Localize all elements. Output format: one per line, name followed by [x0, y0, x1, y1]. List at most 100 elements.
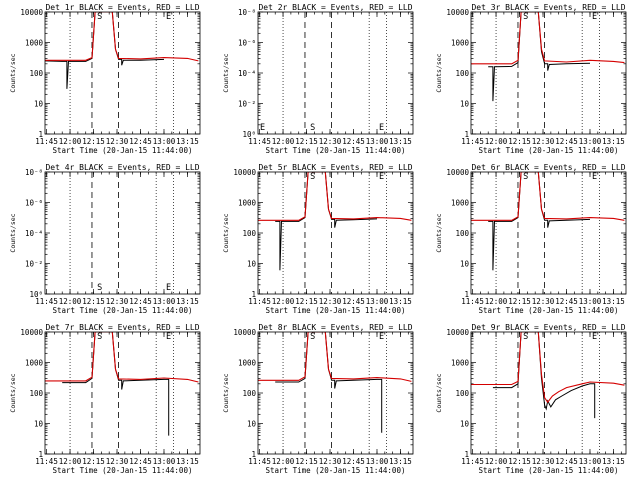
lld-series-line — [471, 332, 625, 404]
plot-frame — [470, 11, 627, 135]
y-tick-label: 1 — [251, 450, 256, 459]
detector-panel-6: Det 6r BLACK = Events, RED = LLD 1 10 100 10… — [435, 163, 627, 315]
x-tick-label: 12:45 — [555, 137, 578, 146]
detector-panel-7: Det 7r BLACK = Events, RED = LLD 1 10 100 10… — [9, 323, 201, 475]
x-tick-label: 12:00 — [485, 137, 508, 146]
plot-frame — [44, 11, 201, 135]
y-tick-label: 1 — [38, 450, 43, 459]
y-tick-label: 1000 — [25, 359, 44, 368]
panel-title: Det 9r BLACK = Events, RED = LLD — [471, 323, 625, 332]
events-series-line — [62, 332, 170, 436]
y-tick-label: 100 — [242, 389, 256, 398]
marker-e-label: E — [166, 332, 171, 342]
x-tick-label: 13:15 — [176, 137, 199, 146]
x-tick-label: 12:00 — [59, 457, 82, 466]
detector-panel-9: Det 9r BLACK = Events, RED = LLD 1 10 100 10… — [435, 323, 627, 475]
x-tick-label: 11:45 — [248, 297, 271, 306]
x-tick-label: 13:00 — [153, 137, 176, 146]
x-tick-label: 12:30 — [532, 457, 555, 466]
lld-series-line — [45, 12, 199, 62]
marker-e-label: E — [379, 123, 384, 133]
y-tick-label: 10⁰ — [242, 130, 256, 139]
y-axis-label: Counts/sec — [9, 53, 17, 92]
marker-e-label: E — [166, 283, 171, 293]
y-tick-label: 10000 — [20, 8, 43, 17]
x-axis-label: Start Time (20-Jan-15 11:44:00) — [479, 466, 619, 475]
y-axis-label: Counts/sec — [222, 53, 230, 92]
y-tick-label: 1000 — [25, 39, 44, 48]
x-axis-label: Start Time (20-Jan-15 11:44:00) — [266, 146, 406, 155]
x-tick-label: 13:15 — [602, 137, 625, 146]
panel-title: Det 3r BLACK = Events, RED = LLD — [471, 3, 625, 12]
x-tick-label: 12:15 — [82, 137, 105, 146]
y-tick-label: 10000 — [446, 8, 469, 17]
x-tick-label: 13:15 — [176, 457, 199, 466]
x-tick-label: 11:45 — [248, 137, 271, 146]
x-tick-label: 12:00 — [485, 297, 508, 306]
y-tick-label: 100 — [242, 229, 256, 238]
y-tick-label: 10⁻⁸ — [25, 168, 43, 177]
x-tick-label: 12:15 — [295, 297, 318, 306]
x-axis-label: Start Time (20-Jan-15 11:44:00) — [53, 146, 193, 155]
x-tick-label: 12:00 — [59, 137, 82, 146]
marker-s-label: S — [310, 332, 315, 342]
events-series-line — [275, 332, 383, 433]
x-tick-label: 13:15 — [389, 137, 412, 146]
x-tick-label: 13:15 — [389, 297, 412, 306]
y-tick-label: 10 — [247, 260, 257, 269]
x-tick-label: 11:45 — [461, 457, 484, 466]
x-tick-label: 13:00 — [579, 297, 602, 306]
y-tick-label: 10⁰ — [29, 290, 43, 299]
y-tick-label: 1000 — [238, 359, 257, 368]
marker-e-label: E — [260, 123, 265, 133]
marker-s-label: S — [523, 332, 528, 342]
plot-frame — [44, 331, 201, 455]
x-tick-label: 11:45 — [35, 137, 58, 146]
y-tick-label: 100 — [455, 69, 469, 78]
x-axis-label: Start Time (20-Jan-15 11:44:00) — [266, 466, 406, 475]
x-tick-label: 12:45 — [342, 297, 365, 306]
lld-series-line — [471, 12, 625, 65]
y-tick-label: 10000 — [233, 168, 256, 177]
panel-title: Det 5r BLACK = Events, RED = LLD — [258, 163, 412, 172]
x-tick-label: 13:00 — [153, 297, 176, 306]
x-tick-label: 12:15 — [295, 457, 318, 466]
x-tick-label: 13:00 — [153, 457, 176, 466]
plot-frame — [470, 171, 627, 295]
x-tick-label: 12:15 — [508, 297, 531, 306]
x-axis-label: Start Time (20-Jan-15 11:44:00) — [53, 466, 193, 475]
events-series-line — [488, 12, 591, 102]
y-tick-label: 10000 — [446, 168, 469, 177]
y-tick-label: 10 — [247, 420, 257, 429]
x-tick-label: 13:15 — [389, 457, 412, 466]
plot-frame — [44, 171, 201, 295]
y-tick-label: 100 — [29, 389, 43, 398]
y-axis-label: Counts/sec — [435, 373, 443, 412]
panel-title: Det 6r BLACK = Events, RED = LLD — [471, 163, 625, 172]
panel-title: Det 2r BLACK = Events, RED = LLD — [258, 3, 412, 12]
y-axis-label: Counts/sec — [222, 213, 230, 252]
y-tick-label: 10000 — [446, 328, 469, 337]
marker-s-label: S — [310, 172, 315, 182]
x-tick-label: 12:30 — [319, 137, 342, 146]
y-tick-label: 10000 — [233, 328, 256, 337]
x-tick-label: 13:15 — [602, 457, 625, 466]
lld-series-line — [258, 172, 412, 221]
marker-e-label: E — [592, 172, 597, 182]
y-axis-label: Counts/sec — [222, 373, 230, 412]
marker-e-label: E — [166, 12, 171, 22]
marker-s-label: S — [97, 332, 102, 342]
x-tick-label: 12:15 — [295, 137, 318, 146]
y-tick-label: 10 — [460, 260, 470, 269]
x-tick-label: 13:00 — [366, 457, 389, 466]
x-tick-label: 12:45 — [129, 137, 152, 146]
detector-panel-2: Det 2r BLACK = Events, RED = LLD 10⁰ 10⁻² 1… — [222, 3, 414, 155]
x-tick-label: 11:45 — [248, 457, 271, 466]
x-axis-label: Start Time (20-Jan-15 11:44:00) — [479, 306, 619, 315]
x-tick-label: 12:30 — [106, 297, 129, 306]
y-tick-label: 10⁻² — [238, 100, 256, 109]
panel-title: Det 1r BLACK = Events, RED = LLD — [45, 3, 199, 12]
x-tick-label: 12:45 — [129, 297, 152, 306]
x-tick-label: 12:30 — [532, 137, 555, 146]
x-tick-label: 12:15 — [508, 137, 531, 146]
